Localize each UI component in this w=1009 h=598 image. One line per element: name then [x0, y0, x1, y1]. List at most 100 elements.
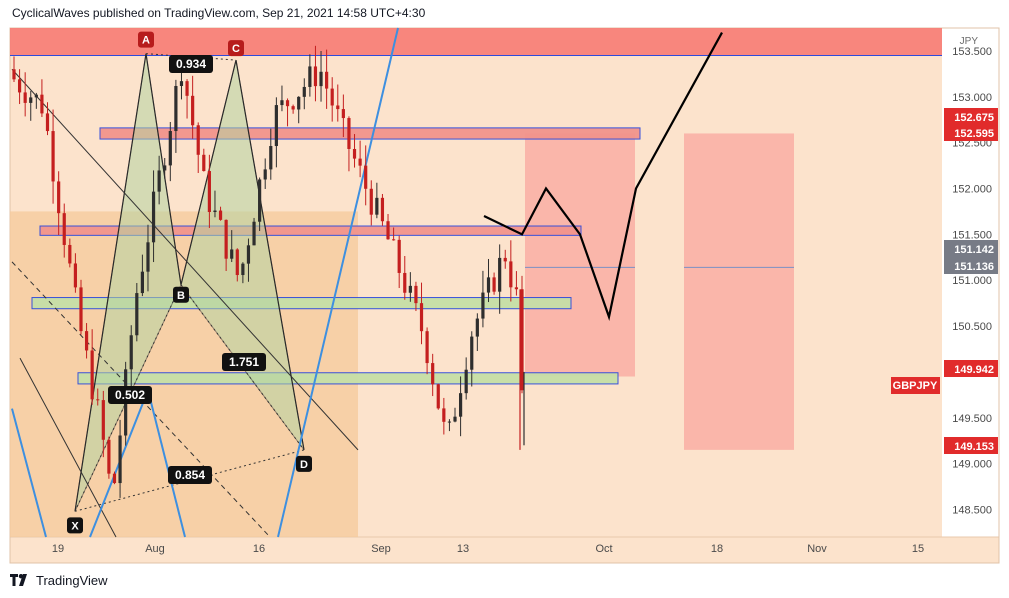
ratio-label: 0.854 — [175, 468, 205, 482]
x-tick-label: Oct — [595, 543, 612, 555]
candle-body — [90, 350, 94, 400]
candle-body — [319, 71, 323, 87]
candle-body — [17, 79, 22, 93]
candle-body — [453, 416, 457, 422]
candle-body — [431, 363, 435, 385]
candle-body — [347, 118, 351, 149]
candle-body — [358, 158, 362, 166]
candle-body — [185, 81, 189, 96]
pattern-point-labels: X A B C D — [67, 31, 312, 534]
candle-body — [174, 85, 178, 132]
candle-body — [408, 285, 412, 293]
candle-body — [403, 272, 407, 293]
ratio-labels: 0.934 1.751 0.502 0.854 — [108, 55, 266, 484]
candle-body — [369, 188, 373, 215]
candle-body — [207, 171, 211, 213]
candle-body — [464, 369, 468, 394]
price-label: 151.142 — [954, 244, 994, 256]
candle-body — [51, 131, 55, 182]
y-axis: 148.500149.000149.500150.000150.500151.0… — [952, 36, 992, 516]
x-tick-label: 13 — [457, 543, 469, 555]
channel-line-lower — [19, 357, 117, 538]
candle-body — [246, 245, 251, 264]
candle-body — [325, 71, 329, 89]
x-tick-label: Sep — [371, 543, 391, 555]
x-tick-label: 18 — [711, 543, 723, 555]
candle-body — [269, 146, 273, 170]
time-axis-panel — [10, 537, 999, 563]
ratio-label: 1.751 — [229, 355, 259, 369]
candle-body — [34, 94, 38, 98]
y-tick-label: 153.000 — [952, 92, 992, 104]
y-tick-label: 151.500 — [952, 229, 992, 241]
candle-body — [68, 244, 72, 264]
ratio-badge — [168, 466, 212, 484]
ratio-label: 0.502 — [115, 388, 145, 402]
candle-body — [520, 289, 524, 391]
candle-body — [45, 113, 50, 132]
candle-body — [352, 148, 357, 159]
blue-line-rising — [277, 27, 399, 538]
channel-line-upper — [11, 68, 359, 451]
price-label: 149.153 — [954, 441, 994, 453]
candle-body — [151, 191, 156, 243]
candle-body — [12, 69, 16, 80]
candle-body — [280, 100, 284, 106]
candle-body — [414, 285, 418, 304]
candle-body — [442, 408, 446, 422]
candle-body — [364, 165, 368, 189]
candle-body — [285, 100, 290, 107]
candle-body — [213, 210, 217, 213]
pattern-point-badge — [228, 40, 244, 57]
y-tick-label: 148.500 — [952, 504, 992, 516]
pattern-point-badge — [296, 455, 312, 472]
candle-body — [241, 263, 245, 276]
pattern-point-b: B — [177, 290, 185, 302]
candle-body — [157, 170, 161, 192]
price-label: 152.595 — [954, 128, 994, 140]
ratio-badge — [169, 55, 213, 73]
x-tick-label: 19 — [52, 543, 64, 555]
candle-body — [498, 257, 502, 292]
candle-body — [330, 88, 334, 106]
price-label: 152.675 — [954, 112, 994, 124]
y-tick-label: 150.500 — [952, 321, 992, 333]
candle-body — [112, 473, 117, 484]
candle-body — [73, 263, 78, 288]
candle-body — [107, 439, 111, 474]
x-tick-label: Aug — [145, 543, 165, 555]
candle-body — [135, 293, 139, 336]
pattern-point-a: A — [142, 35, 150, 47]
candle-body — [509, 261, 513, 288]
pattern-point-x: X — [71, 520, 79, 532]
candle-body — [101, 400, 105, 440]
candle-body — [196, 125, 200, 155]
projection-box-left — [525, 133, 635, 377]
candle-body — [392, 239, 396, 241]
candle-body — [447, 421, 452, 423]
y-tick-label: 153.500 — [952, 46, 992, 58]
candle-body — [224, 219, 228, 259]
projection-box-right — [684, 133, 794, 450]
pattern-diagonal-bd — [180, 284, 305, 451]
price-label: 149.942 — [954, 364, 994, 376]
candle-body — [179, 81, 184, 86]
price-labels: 152.675 152.595 151.142 151.136 149.942 149.1… — [944, 108, 998, 454]
candles-group — [12, 45, 524, 498]
projection-path — [483, 32, 723, 321]
price-label-badge — [944, 360, 998, 377]
candle-body — [397, 239, 401, 273]
candle-body — [486, 277, 491, 293]
publisher-caption: CyclicalWaves published on TradingView.c… — [12, 6, 426, 20]
ratio-label: 0.934 — [176, 57, 206, 71]
zone-rect-green — [77, 372, 619, 385]
price-label-badge — [944, 240, 998, 257]
blue-line-far-left — [11, 408, 47, 538]
candle-body — [202, 154, 206, 172]
candle-body — [218, 210, 223, 220]
candle-body — [291, 106, 295, 110]
pattern-point-badge — [138, 31, 154, 48]
price-label-badge — [944, 108, 998, 125]
candle-body — [23, 92, 27, 103]
